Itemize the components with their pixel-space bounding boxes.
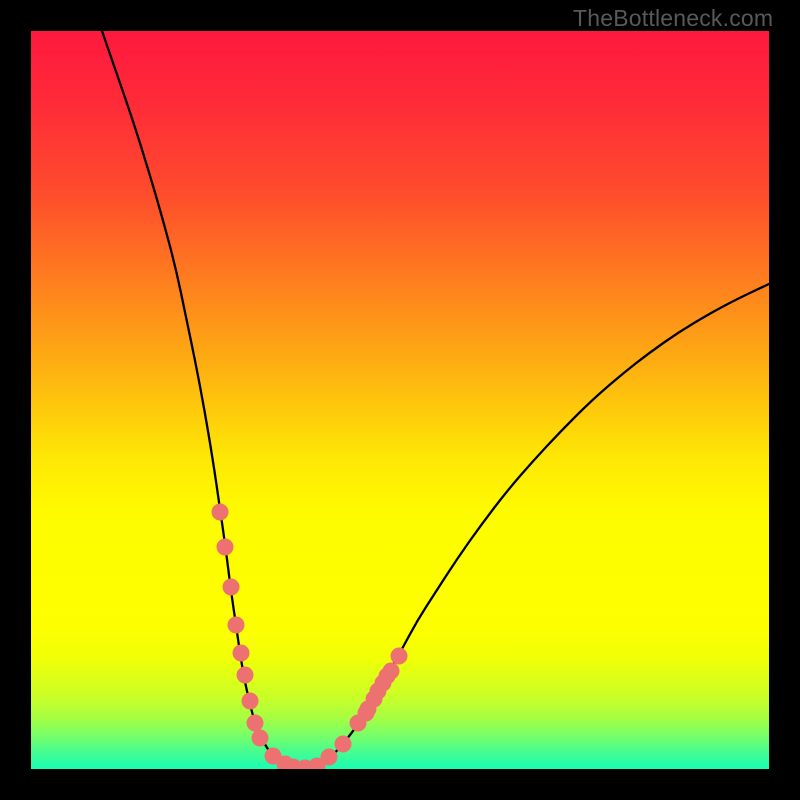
data-marker — [217, 539, 234, 556]
data-marker — [335, 736, 352, 753]
data-marker — [358, 705, 375, 722]
data-marker — [379, 668, 396, 685]
data-marker — [237, 667, 254, 684]
data-marker — [212, 504, 229, 521]
data-marker — [370, 683, 387, 700]
data-marker — [247, 715, 264, 732]
data-marker — [223, 579, 240, 596]
data-marker — [242, 693, 259, 710]
watermark: TheBottleneck.com — [573, 5, 773, 32]
plot-area — [31, 31, 769, 769]
data-marker — [228, 617, 245, 634]
data-marker — [391, 648, 408, 665]
data-marker — [233, 645, 250, 662]
data-marker — [252, 730, 269, 747]
chart-frame: TheBottleneck.com — [0, 0, 800, 800]
chart-svg — [31, 31, 769, 769]
data-marker — [321, 749, 338, 766]
